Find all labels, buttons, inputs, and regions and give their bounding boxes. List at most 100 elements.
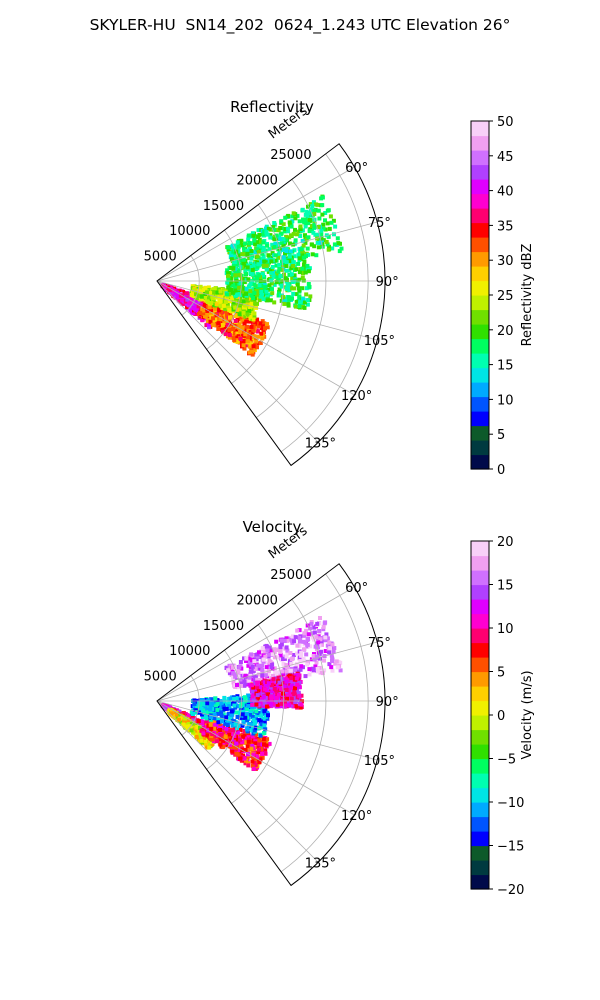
data-cell — [209, 715, 214, 720]
colorbar-tick-label: 5 — [497, 428, 505, 443]
data-cell — [216, 733, 220, 738]
data-cell — [240, 712, 245, 717]
data-cell — [246, 237, 251, 242]
colorbar-swatch — [471, 193, 489, 209]
data-cell — [224, 706, 229, 711]
data-cell — [209, 301, 214, 305]
data-cell — [247, 309, 252, 313]
data-cell — [312, 625, 317, 630]
data-cell — [181, 289, 186, 294]
data-cell — [234, 339, 239, 344]
data-cell — [254, 714, 259, 719]
data-cell — [189, 293, 194, 297]
data-cell — [254, 732, 259, 737]
data-cell — [303, 233, 307, 238]
data-cell — [277, 262, 282, 267]
data-cell — [218, 303, 223, 308]
data-cell — [230, 749, 235, 754]
data-cell — [288, 651, 293, 655]
data-cell — [335, 236, 340, 241]
colorbar-swatch — [471, 266, 489, 282]
data-cell — [244, 656, 249, 661]
data-cell — [226, 277, 231, 282]
data-cell — [314, 654, 319, 659]
data-cell — [251, 296, 255, 300]
data-cell — [246, 695, 251, 700]
data-cell — [275, 655, 280, 660]
data-cell — [180, 302, 185, 307]
data-cell — [283, 229, 287, 234]
data-cell — [308, 644, 313, 649]
data-cell — [268, 233, 273, 238]
data-cell — [266, 713, 270, 718]
data-cell — [234, 696, 239, 701]
data-cell — [266, 652, 271, 657]
data-cell — [232, 322, 237, 327]
data-cell — [215, 290, 220, 295]
data-cell — [245, 251, 250, 256]
data-cell — [250, 254, 255, 259]
data-cell — [253, 720, 258, 725]
data-cell — [278, 645, 283, 650]
data-cell — [279, 283, 284, 288]
azimuth-tick-label: 135° — [305, 436, 336, 451]
data-cell — [247, 722, 252, 726]
data-cell — [191, 718, 196, 723]
data-cell — [294, 704, 299, 709]
data-cell — [260, 319, 265, 324]
data-cell — [260, 232, 265, 237]
data-cell — [206, 307, 211, 312]
data-cell — [225, 292, 230, 297]
data-cell — [188, 724, 193, 729]
data-cell — [233, 331, 237, 336]
data-cell — [269, 271, 274, 276]
data-cell — [208, 736, 213, 741]
data-cell — [250, 321, 255, 326]
data-cell — [305, 662, 310, 667]
data-cell — [274, 639, 279, 644]
data-cell — [281, 255, 286, 260]
data-cell — [227, 299, 232, 303]
data-cell — [251, 263, 256, 268]
data-cell — [319, 232, 324, 237]
data-cell — [203, 285, 208, 290]
data-cell — [238, 337, 243, 341]
data-cell — [181, 722, 186, 727]
data-cell — [224, 715, 229, 720]
data-cell — [227, 728, 232, 733]
radial-tick-label: 5000 — [144, 250, 177, 265]
data-cell — [222, 706, 227, 711]
data-cell — [301, 656, 306, 661]
data-cell — [262, 249, 267, 254]
data-cell — [269, 259, 274, 264]
data-cell — [183, 716, 188, 721]
data-cell — [253, 763, 258, 767]
data-cell — [286, 213, 291, 218]
data-cell — [306, 269, 311, 274]
data-cell — [327, 244, 331, 249]
data-cell — [259, 713, 264, 718]
data-cell — [225, 743, 230, 748]
data-cell — [191, 301, 196, 306]
data-cell — [277, 669, 282, 674]
data-cell — [237, 665, 242, 670]
data-cell — [247, 241, 252, 246]
data-cell — [279, 241, 284, 246]
data-cell — [255, 663, 260, 668]
data-cell — [298, 300, 302, 305]
data-cell — [221, 329, 225, 334]
data-cell — [300, 266, 305, 271]
data-cell — [235, 269, 240, 274]
colorbar-swatch — [471, 295, 489, 311]
data-cell — [206, 285, 211, 290]
data-cell — [261, 657, 266, 662]
data-cell — [262, 279, 267, 284]
data-cell — [213, 307, 217, 311]
data-cell — [256, 711, 261, 716]
data-cell — [325, 242, 330, 247]
data-cell — [180, 715, 185, 720]
data-cell — [235, 738, 240, 743]
data-cell — [278, 698, 283, 703]
data-cell — [284, 238, 289, 243]
data-cell — [255, 654, 260, 659]
